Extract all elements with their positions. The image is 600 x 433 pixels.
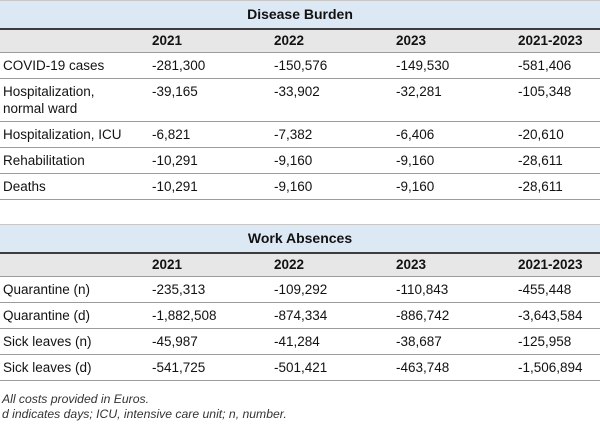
work-absences-table: Work Absences 2021 2022 2023 2021-2023 Quar… (0, 224, 600, 381)
table-title: Disease Burden (0, 0, 600, 30)
cell-value: -235,313 (152, 282, 206, 297)
row-label: Rehabilitation (3, 153, 85, 168)
row-label: Hospitalization, ICU (3, 127, 122, 142)
cell-value: -110,843 (396, 282, 449, 297)
table-title: Work Absences (0, 224, 600, 254)
cell-value: -39,165 (152, 84, 198, 99)
row-label: Hospitalization, normal ward (3, 84, 95, 116)
cell-value: -463,748 (396, 360, 450, 375)
cell-value: -149,530 (396, 58, 450, 73)
disease-burden-table: Disease Burden 2021 2022 2023 2021-2023 COV… (0, 0, 600, 200)
cell-value: -281,300 (152, 58, 206, 73)
column-header: 2022 (274, 257, 305, 272)
column-header: 2021-2023 (518, 257, 583, 272)
row-label: COVID-19 cases (3, 58, 105, 73)
column-header: 2023 (396, 33, 427, 48)
cell-value: -150,576 (274, 58, 328, 73)
column-header: 2021-2023 (518, 33, 583, 48)
cell-value: -7,382 (274, 127, 313, 142)
footnote-currency: All costs provided in Euros. (2, 392, 149, 406)
cell-value: -1,506,894 (518, 360, 583, 375)
cell-value: -109,292 (274, 282, 328, 297)
cell-value: -886,742 (396, 308, 450, 323)
cell-value: -28,611 (518, 153, 563, 168)
table-row: Hospitalization, normal ward -39,165 -33,9… (0, 79, 600, 122)
cell-value: -38,687 (396, 334, 442, 349)
table-header-row: 2021 2022 2023 2021-2023 (0, 254, 600, 277)
column-header: 2022 (274, 33, 305, 48)
table-row: Quarantine (n) -235,313 -109,292 -110,843 -4… (0, 277, 600, 303)
table-footnotes: All costs provided in Euros. d indicates… (2, 392, 600, 422)
cell-value: -1,882,508 (152, 308, 217, 323)
cell-value: -28,611 (518, 179, 563, 194)
cell-value: -9,160 (274, 153, 313, 168)
table-header-row: 2021 2022 2023 2021-2023 (0, 30, 600, 53)
cell-value: -455,448 (518, 282, 572, 297)
cell-value: -125,958 (518, 334, 572, 349)
cell-value: -9,160 (396, 153, 435, 168)
table-body: Quarantine (n) -235,313 -109,292 -110,843 -4… (0, 277, 600, 381)
cell-value: -3,643,584 (518, 308, 583, 323)
page: Disease Burden 2021 2022 2023 2021-2023 COV… (0, 0, 600, 422)
row-label: Sick leaves (d) (3, 360, 92, 375)
cell-value: -581,406 (518, 58, 572, 73)
cell-value: -32,281 (396, 84, 442, 99)
row-label: Quarantine (n) (3, 282, 91, 297)
table-row: Sick leaves (n) -45,987 -41,284 -38,687 -125… (0, 329, 600, 355)
table-row: Rehabilitation -10,291 -9,160 -9,160 -28,611 (0, 148, 600, 174)
cell-value: -45,987 (152, 334, 198, 349)
cell-value: -9,160 (396, 179, 435, 194)
row-label: Quarantine (d) (3, 308, 91, 323)
cell-value: -6,821 (152, 127, 191, 142)
cell-value: -10,291 (152, 179, 198, 194)
table-row: Hospitalization, ICU -6,821 -7,382 -6,406 -2… (0, 122, 600, 148)
cell-value: -9,160 (274, 179, 313, 194)
cell-value: -41,284 (274, 334, 320, 349)
table-row: Deaths -10,291 -9,160 -9,160 -28,611 (0, 174, 600, 200)
column-header: 2023 (396, 257, 427, 272)
table-body: COVID-19 cases -281,300 -150,576 -149,530 -5… (0, 53, 600, 200)
table-row: COVID-19 cases -281,300 -150,576 -149,530 -5… (0, 53, 600, 79)
table-row: Sick leaves (d) -541,725 -501,421 -463,748 -… (0, 355, 600, 381)
table-row: Quarantine (d) -1,882,508 -874,334 -886,742… (0, 303, 600, 329)
cell-value: -33,902 (274, 84, 320, 99)
cell-value: -874,334 (274, 308, 328, 323)
footnote-abbreviations: d indicates days; ICU, intensive care un… (2, 407, 287, 421)
cell-value: -105,348 (518, 84, 572, 99)
cell-value: -20,610 (518, 127, 564, 142)
row-label: Sick leaves (n) (3, 334, 92, 349)
row-label: Deaths (3, 179, 46, 194)
cell-value: -10,291 (152, 153, 198, 168)
cell-value: -501,421 (274, 360, 328, 375)
column-header: 2021 (152, 33, 183, 48)
cell-value: -541,725 (152, 360, 206, 375)
column-header: 2021 (152, 257, 183, 272)
cell-value: -6,406 (396, 127, 435, 142)
